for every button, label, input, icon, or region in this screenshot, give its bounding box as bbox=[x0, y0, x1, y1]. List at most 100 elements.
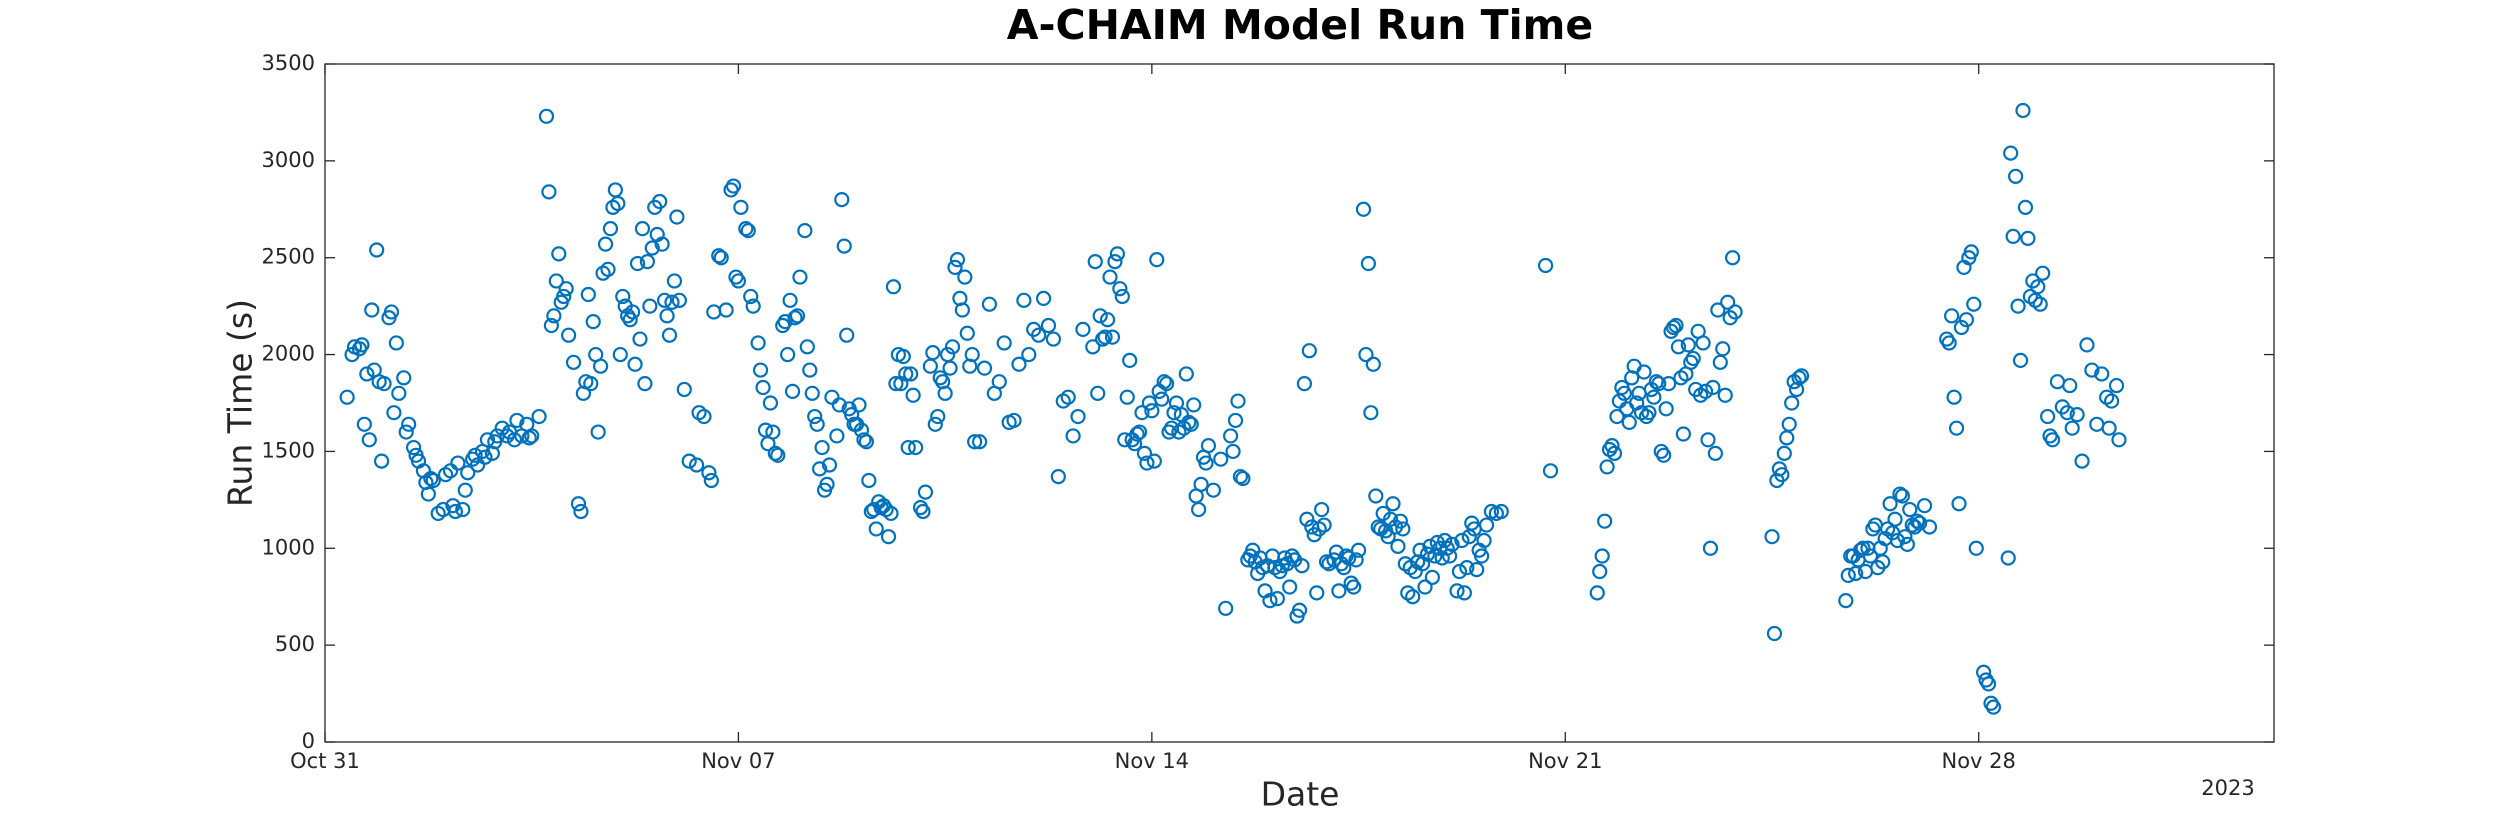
data-point bbox=[1616, 385, 1632, 401]
data-point bbox=[354, 337, 370, 353]
data-point bbox=[1392, 513, 1408, 529]
data-point bbox=[1075, 321, 1091, 337]
data-point bbox=[450, 455, 466, 471]
data-point bbox=[1186, 397, 1202, 413]
data-point bbox=[369, 242, 385, 258]
data-point bbox=[917, 484, 934, 500]
data-point bbox=[585, 314, 601, 330]
data-point bbox=[1341, 550, 1357, 566]
data-point bbox=[2074, 453, 2090, 469]
data-point bbox=[561, 327, 577, 343]
data-point bbox=[905, 387, 921, 403]
data-point bbox=[425, 472, 441, 489]
data-point bbox=[900, 439, 916, 456]
data-point bbox=[703, 472, 719, 489]
data-point bbox=[622, 312, 638, 328]
data-point bbox=[639, 253, 655, 270]
data-point bbox=[1301, 343, 1317, 359]
data-point bbox=[2008, 168, 2024, 184]
data-point bbox=[612, 346, 628, 363]
data-point bbox=[1309, 585, 1325, 601]
data-point bbox=[460, 465, 476, 481]
data-point bbox=[2010, 298, 2026, 314]
data-point bbox=[2012, 352, 2029, 368]
data-point bbox=[1449, 583, 1465, 599]
data-point bbox=[1656, 447, 1672, 463]
data-point bbox=[494, 420, 510, 436]
data-point bbox=[1897, 529, 1913, 545]
data-point bbox=[2094, 366, 2110, 382]
data-point bbox=[2040, 408, 2056, 425]
data-point bbox=[1129, 426, 1145, 442]
data-point bbox=[971, 434, 988, 450]
data-point bbox=[1791, 370, 1807, 386]
scatter-points bbox=[339, 102, 2127, 715]
data-point bbox=[339, 389, 355, 405]
data-point bbox=[1350, 542, 1367, 558]
data-point bbox=[831, 397, 847, 413]
data-point bbox=[1776, 445, 1792, 461]
data-point bbox=[396, 370, 412, 386]
data-point bbox=[2059, 405, 2075, 421]
data-point bbox=[1658, 401, 1674, 417]
data-point bbox=[784, 383, 801, 399]
data-point bbox=[1065, 428, 1081, 444]
data-point bbox=[1183, 416, 1199, 432]
data-point bbox=[2035, 265, 2051, 281]
data-point bbox=[1715, 341, 1731, 357]
data-point bbox=[915, 503, 931, 520]
data-point bbox=[551, 246, 567, 262]
data-point bbox=[583, 376, 599, 392]
data-point bbox=[885, 279, 902, 295]
data-point bbox=[1889, 532, 1906, 549]
data-point bbox=[1358, 346, 1374, 363]
data-point bbox=[1941, 335, 1957, 351]
data-point bbox=[644, 240, 660, 256]
data-point bbox=[420, 486, 436, 502]
data-point bbox=[423, 470, 439, 487]
data-point bbox=[976, 360, 993, 376]
data-point bbox=[2079, 337, 2095, 353]
data-point bbox=[1702, 540, 1719, 556]
data-point bbox=[1348, 552, 1364, 568]
data-point bbox=[829, 428, 845, 444]
x-tick-label: Nov 21 bbox=[1528, 749, 1602, 773]
data-point bbox=[2044, 432, 2061, 448]
data-point bbox=[809, 416, 825, 432]
x-tick-label: Nov 14 bbox=[1115, 749, 1189, 773]
data-point bbox=[1651, 376, 1667, 392]
data-point bbox=[1338, 548, 1354, 564]
data-point bbox=[1149, 252, 1165, 268]
data-point bbox=[1178, 366, 1194, 382]
data-point bbox=[1606, 445, 1623, 461]
data-point bbox=[506, 432, 523, 448]
data-point bbox=[1469, 561, 1485, 578]
x-tick-label: Nov 28 bbox=[1942, 749, 2016, 773]
data-point bbox=[1385, 496, 1401, 512]
data-point bbox=[981, 296, 998, 312]
data-point bbox=[1159, 376, 1175, 392]
data-point bbox=[538, 108, 555, 124]
data-point bbox=[1097, 329, 1113, 345]
data-point bbox=[1232, 469, 1249, 485]
data-point bbox=[364, 302, 380, 318]
data-point bbox=[799, 339, 815, 355]
data-point bbox=[401, 416, 417, 432]
data-point bbox=[1437, 532, 1453, 549]
data-point bbox=[2062, 377, 2078, 394]
data-point bbox=[388, 335, 404, 351]
data-point bbox=[1707, 445, 1723, 461]
data-point bbox=[1417, 579, 1433, 595]
data-point bbox=[1299, 511, 1315, 527]
data-point bbox=[1035, 290, 1052, 306]
data-point bbox=[1665, 319, 1682, 336]
data-point bbox=[361, 432, 377, 448]
data-point bbox=[1390, 538, 1406, 554]
data-point bbox=[1451, 563, 1468, 580]
data-point bbox=[1766, 625, 1783, 642]
data-point bbox=[1641, 405, 1657, 421]
data-point bbox=[455, 501, 471, 518]
data-point bbox=[565, 354, 582, 370]
data-point bbox=[858, 434, 874, 450]
